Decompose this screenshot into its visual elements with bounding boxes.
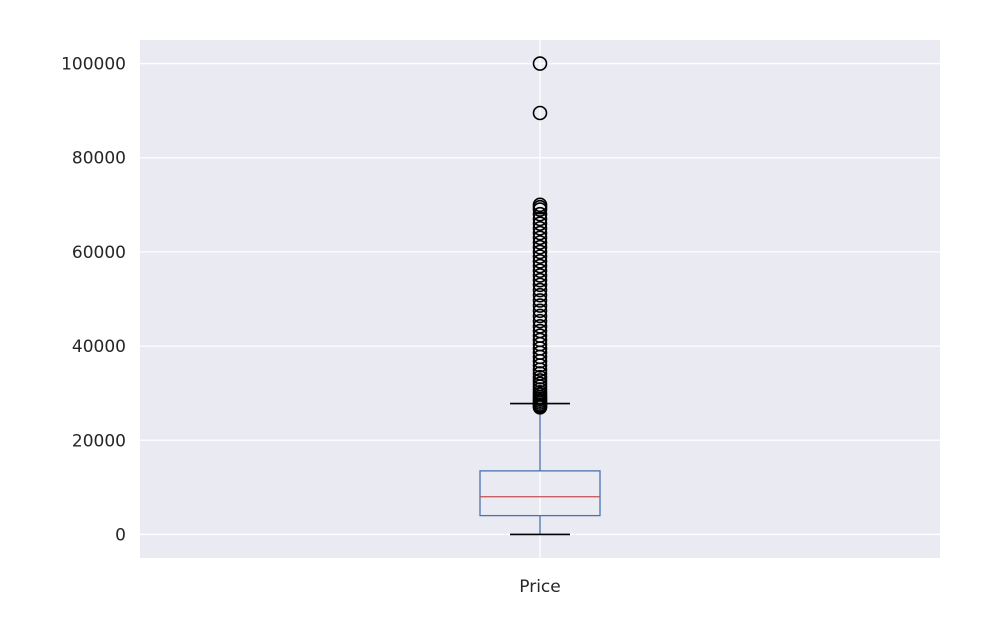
outlier-point: [532, 221, 548, 236]
x-tick-label: Price: [519, 577, 560, 597]
outlier-point: [532, 225, 548, 241]
outlier-point: [532, 244, 548, 260]
outlier-point: [532, 249, 548, 264]
outlier-point: [532, 298, 548, 313]
iqr-box: [479, 470, 601, 517]
outlier-point: [532, 313, 548, 329]
y-tick-label: 80000: [72, 149, 126, 169]
outlier-point: [532, 293, 548, 308]
y-axis-tick-labels: 0 20000 40000 60000 80000 100000: [61, 55, 126, 546]
outlier-point: [532, 268, 548, 283]
y-tick-label: 20000: [72, 431, 126, 451]
outlier-point: [532, 282, 548, 298]
outlier-point: [532, 369, 548, 385]
outlier-point: [532, 277, 548, 293]
outlier-point: [532, 235, 548, 250]
outlier-point: [532, 323, 548, 339]
outlier-point: [532, 272, 548, 288]
x-axis-tick-labels: Price: [519, 577, 560, 597]
outlier-point: [532, 206, 548, 222]
outlier-point: [532, 211, 548, 227]
y-tick-label: 60000: [72, 243, 126, 263]
outlier-point: [532, 258, 548, 274]
outlier-point: [532, 216, 548, 231]
outlier-point: [532, 303, 548, 319]
outlier-point: [532, 328, 548, 344]
outlier-point: [532, 230, 548, 246]
outlier-points: [532, 56, 548, 415]
outlier-point: [532, 239, 548, 255]
y-tick-label: 0: [115, 525, 126, 545]
outlier-point: [532, 263, 548, 279]
outlier-point: [532, 308, 548, 324]
outlier-point: [532, 56, 548, 71]
outlier-point: [532, 254, 548, 269]
y-tick-label: 40000: [72, 337, 126, 357]
outlier-point: [532, 287, 548, 303]
outlier-point: [532, 197, 548, 213]
outlier-point: [532, 105, 548, 121]
outlier-point: [532, 319, 548, 334]
y-tick-label: 100000: [61, 55, 126, 75]
